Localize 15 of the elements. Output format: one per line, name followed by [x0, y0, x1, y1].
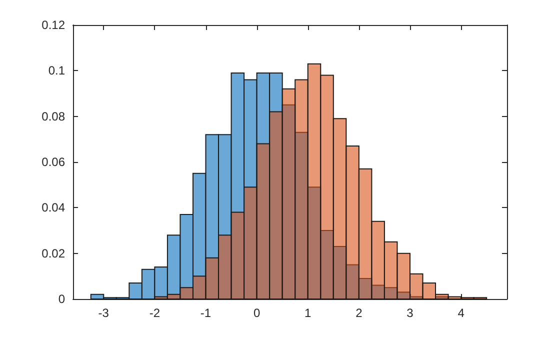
y-tick-label: 0.04 — [42, 200, 66, 215]
x-tick-label: 3 — [406, 306, 414, 320]
x-tick-label: -1 — [200, 306, 212, 320]
x-tick-label: 2 — [356, 306, 363, 320]
x-tick-label: -3 — [98, 306, 110, 320]
y-tick-label: 0.12 — [42, 18, 66, 32]
x-tick-label: 4 — [458, 306, 465, 320]
y-tick-label: 0.1 — [48, 64, 66, 78]
y-tick-label: 0.08 — [42, 109, 66, 124]
y-tick-label: 0.02 — [42, 246, 66, 260]
x-tick-label: 1 — [304, 306, 312, 320]
y-tick-label: 0 — [58, 292, 66, 306]
x-tick-label: -2 — [149, 306, 160, 320]
x-tick-label: 0 — [253, 306, 260, 320]
y-tick-label: 0.06 — [42, 155, 66, 169]
